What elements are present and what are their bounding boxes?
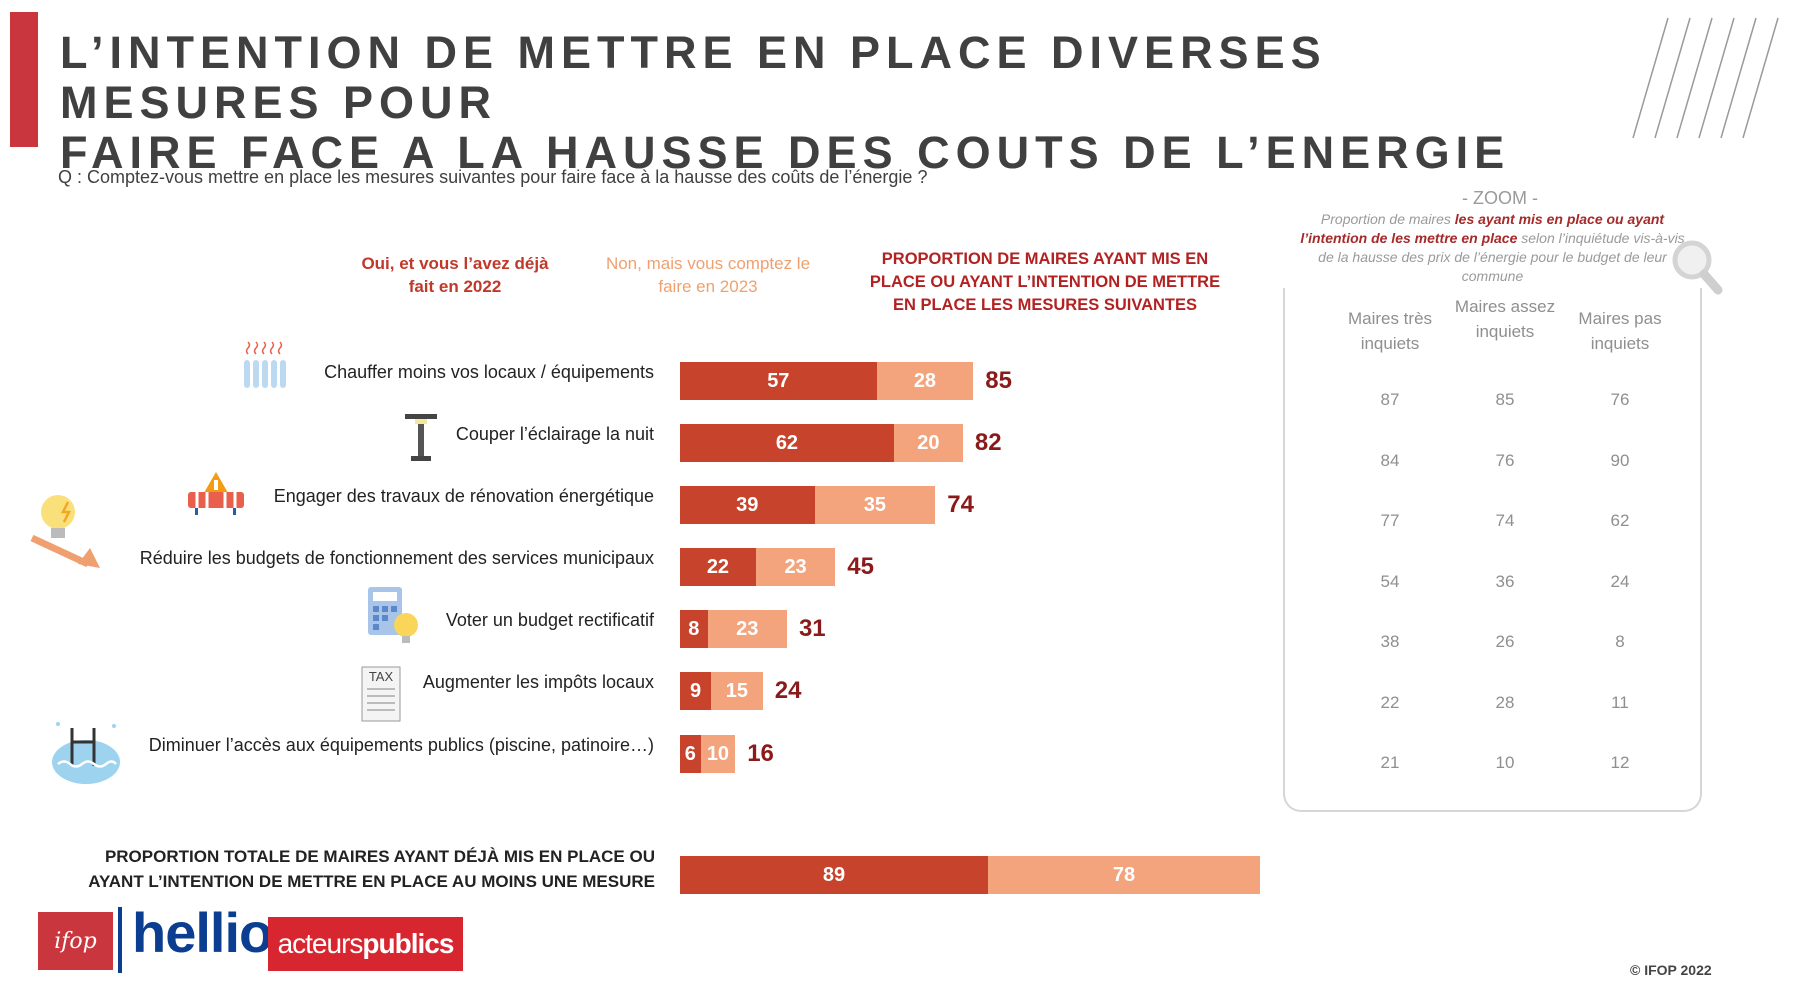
zoom-cell: 11 — [1611, 692, 1629, 712]
copyright: © IFOP 2022 — [1630, 962, 1712, 978]
zoom-panel — [1283, 288, 1702, 812]
renovation-icon — [188, 472, 244, 515]
bar-no: 28 — [876, 362, 974, 400]
zoom-cell: 36 — [1495, 571, 1515, 591]
ifop-logo: ifop — [38, 912, 113, 970]
page-title: L’INTENTION DE METTRE EN PLACE DIVERSES … — [60, 28, 1560, 178]
svg-text:TAX: TAX — [369, 669, 394, 684]
legend-yes: Oui, et vous l’avez déjà fait en 2022 — [361, 254, 549, 296]
bar-total-label: 85 — [985, 367, 1012, 394]
bar-yes: 8 — [680, 610, 708, 648]
zoom-cell: 77 — [1380, 511, 1400, 530]
zoom-cell: 28 — [1495, 692, 1515, 712]
legend-no: Non, mais vous comptez le faire en 2023 — [605, 254, 811, 296]
row-label: Engager des travaux de rénovation énergé… — [273, 486, 654, 506]
row-label: Réduire les budgets de fonctionnement de… — [139, 548, 654, 568]
summary-bar-yes: 89 — [680, 856, 988, 894]
zoom-cell: 8 — [1615, 632, 1625, 651]
bulb-down-icon — [30, 495, 100, 568]
zoom-subtitle-post: selon l’inquiétude vis-à-vis de la hauss… — [1318, 230, 1685, 284]
zoom-cell: 90 — [1610, 450, 1630, 470]
row-label: Voter un budget rectificatif — [445, 610, 654, 630]
zoom-cell: 85 — [1495, 390, 1515, 409]
bar-yes: 6 — [680, 735, 701, 773]
bar-total-label: 16 — [747, 740, 774, 767]
zoom-header-tres: Maires très inquiets — [1347, 309, 1433, 353]
bar-total-label: 45 — [847, 553, 874, 580]
hatch-decoration — [1632, 17, 1779, 139]
street-lamp-icon — [405, 414, 437, 461]
bar-yes: 62 — [680, 424, 894, 462]
zoom-header-assez: Maires assez inquiets — [1454, 297, 1556, 341]
question-text: Q : Comptez-vous mettre en place les mes… — [58, 167, 928, 187]
bar-no: 23 — [755, 548, 836, 586]
zoom-title: - ZOOM - — [1462, 188, 1538, 208]
zoom-cell: 54 — [1380, 571, 1400, 591]
zoom-cell: 76 — [1610, 390, 1630, 409]
zoom-cell: 10 — [1495, 753, 1515, 772]
bar-total-label: 31 — [798, 615, 826, 642]
bar-yes: 9 — [680, 672, 712, 710]
row-label: Couper l’éclairage la nuit — [455, 424, 654, 444]
bar-yes: 39 — [680, 486, 815, 524]
calculator-icon — [368, 587, 418, 643]
summary-label: PROPORTION TOTALE DE MAIRES AYANT DÉJÀ M… — [88, 847, 655, 891]
zoom-cell: 21 — [1380, 753, 1400, 772]
zoom-cell: 84 — [1380, 450, 1400, 470]
bar-total-label: 82 — [974, 429, 1002, 456]
bar-no: 15 — [711, 672, 763, 710]
tax-form-icon: TAX — [361, 666, 401, 722]
zoom-cell: 12 — [1610, 753, 1630, 772]
legend-proportion: PROPORTION DE MAIRES AYANT MIS EN PLACE … — [869, 250, 1221, 314]
zoom-cell: 62 — [1610, 511, 1630, 530]
summary-bar-no: 78 — [988, 856, 1260, 894]
zoom-cell: 87 — [1380, 390, 1400, 409]
row-label: Chauffer moins vos locaux / équipements — [324, 362, 654, 382]
title-line-2: FAIRE FACE A LA HAUSSE DES COUTS DE L’EN… — [60, 127, 1511, 178]
bar-no: 23 — [707, 610, 787, 648]
radiator-icon — [244, 341, 286, 388]
zoom-subtitle-highlight: les ayant mis en place ou ayant l’intent… — [1300, 211, 1665, 246]
zoom-header-pas: Maires pas inquiets — [1578, 309, 1662, 353]
zoom-cell: 74 — [1495, 511, 1515, 530]
bar-total-label: 24 — [774, 677, 802, 704]
title-line-1: L’INTENTION DE METTRE EN PLACE DIVERSES … — [60, 27, 1327, 128]
row-label: Augmenter les impôts locaux — [422, 672, 654, 692]
zoom-cell: 22 — [1380, 692, 1400, 712]
bar-no: 35 — [814, 486, 936, 524]
magnifier-icon — [1672, 240, 1723, 295]
bar-no: 10 — [700, 735, 736, 773]
zoom-subtitle: Proportion de maires les ayant mis en pl… — [1300, 210, 1685, 286]
bar-no: 20 — [893, 424, 963, 462]
zoom-cell: 76 — [1495, 450, 1515, 470]
zoom-subtitle-pre: Proportion de maires — [1320, 211, 1455, 227]
bar-yes: 22 — [680, 548, 756, 586]
bar-total-label: 74 — [947, 491, 974, 518]
logo-publics: publics — [362, 928, 454, 959]
hellio-logo: hellio — [132, 901, 273, 964]
pool-icon — [52, 722, 120, 784]
zoom-cell: 38 — [1380, 632, 1400, 651]
logo-acteurs: acteurs — [277, 928, 364, 959]
row-label: Diminuer l’accès aux équipements publics… — [148, 735, 654, 755]
logo-separator — [118, 907, 122, 973]
title-accent-bar — [10, 12, 38, 147]
zoom-cell: 24 — [1610, 571, 1630, 591]
zoom-cell: 26 — [1495, 632, 1515, 651]
bar-yes: 57 — [680, 362, 877, 400]
acteurs-publics-logo: acteurs publics — [268, 917, 463, 971]
